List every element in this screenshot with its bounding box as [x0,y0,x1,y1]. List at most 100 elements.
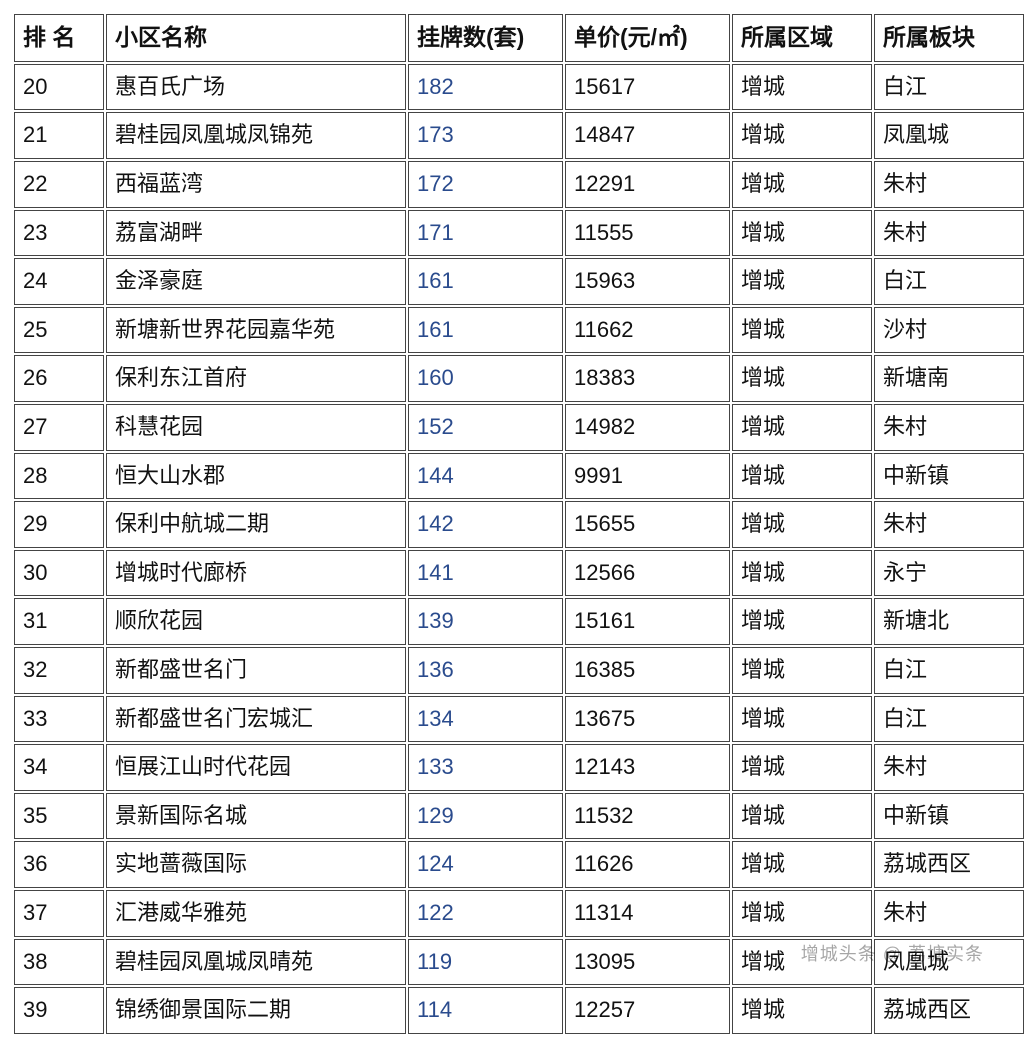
cell-region: 增城 [732,987,872,1034]
cell-listings: 144 [408,453,563,500]
table-row: 24金泽豪庭16115963增城白江 [14,258,1024,305]
cell-price: 15655 [565,501,730,548]
cell-region: 增城 [732,744,872,791]
cell-rank: 31 [14,598,104,645]
cell-block: 朱村 [874,161,1024,208]
cell-rank: 22 [14,161,104,208]
table-row: 27科慧花园15214982增城朱村 [14,404,1024,451]
cell-listings: 142 [408,501,563,548]
cell-rank: 28 [14,453,104,500]
table-row: 31顺欣花园13915161增城新塘北 [14,598,1024,645]
cell-name: 新塘新世界花园嘉华苑 [106,307,406,354]
cell-listings: 134 [408,696,563,743]
cell-price: 13675 [565,696,730,743]
cell-name: 金泽豪庭 [106,258,406,305]
cell-price: 18383 [565,355,730,402]
cell-region: 增城 [732,404,872,451]
cell-block: 新塘北 [874,598,1024,645]
cell-name: 西福蓝湾 [106,161,406,208]
cell-name: 恒大山水郡 [106,453,406,500]
cell-listings: 133 [408,744,563,791]
cell-block: 凤凰城 [874,112,1024,159]
cell-region: 增城 [732,793,872,840]
cell-rank: 27 [14,404,104,451]
cell-block: 荔城西区 [874,841,1024,888]
table-row: 21碧桂园凤凰城凤锦苑17314847增城凤凰城 [14,112,1024,159]
cell-region: 增城 [732,550,872,597]
cell-rank: 24 [14,258,104,305]
table-row: 26保利东江首府16018383增城新塘南 [14,355,1024,402]
cell-price: 13095 [565,939,730,986]
cell-rank: 35 [14,793,104,840]
cell-listings: 114 [408,987,563,1034]
cell-rank: 30 [14,550,104,597]
col-region: 所属区域 [732,14,872,62]
cell-listings: 136 [408,647,563,694]
cell-region: 增城 [732,453,872,500]
cell-name: 增城时代廊桥 [106,550,406,597]
cell-price: 11662 [565,307,730,354]
table-row: 33新都盛世名门宏城汇13413675增城白江 [14,696,1024,743]
watermark-text: 增城头条 @ 荔塘实条 [801,940,984,966]
cell-rank: 33 [14,696,104,743]
col-block: 所属板块 [874,14,1024,62]
cell-name: 碧桂园凤凰城凤晴苑 [106,939,406,986]
cell-price: 15963 [565,258,730,305]
cell-name: 实地蔷薇国际 [106,841,406,888]
cell-rank: 26 [14,355,104,402]
cell-region: 增城 [732,112,872,159]
cell-price: 11314 [565,890,730,937]
cell-name: 荔富湖畔 [106,210,406,257]
cell-name: 景新国际名城 [106,793,406,840]
cell-listings: 119 [408,939,563,986]
cell-block: 新塘南 [874,355,1024,402]
cell-price: 12257 [565,987,730,1034]
cell-price: 11626 [565,841,730,888]
table-row: 20惠百氏广场18215617增城白江 [14,64,1024,111]
cell-rank: 32 [14,647,104,694]
cell-rank: 29 [14,501,104,548]
cell-region: 增城 [732,355,872,402]
cell-block: 永宁 [874,550,1024,597]
cell-price: 9991 [565,453,730,500]
cell-region: 增城 [732,258,872,305]
cell-price: 16385 [565,647,730,694]
cell-listings: 173 [408,112,563,159]
table-row: 28恒大山水郡1449991增城中新镇 [14,453,1024,500]
table-row: 34恒展江山时代花园13312143增城朱村 [14,744,1024,791]
cell-listings: 171 [408,210,563,257]
cell-region: 增城 [732,161,872,208]
cell-block: 中新镇 [874,793,1024,840]
cell-rank: 23 [14,210,104,257]
cell-listings: 129 [408,793,563,840]
cell-listings: 160 [408,355,563,402]
cell-block: 朱村 [874,501,1024,548]
col-price: 单价(元/㎡) [565,14,730,62]
table-row: 32新都盛世名门13616385增城白江 [14,647,1024,694]
cell-price: 15161 [565,598,730,645]
cell-rank: 34 [14,744,104,791]
cell-block: 朱村 [874,744,1024,791]
cell-rank: 36 [14,841,104,888]
cell-listings: 139 [408,598,563,645]
cell-price: 15617 [565,64,730,111]
cell-name: 锦绣御景国际二期 [106,987,406,1034]
cell-block: 白江 [874,647,1024,694]
table-row: 35景新国际名城12911532增城中新镇 [14,793,1024,840]
cell-rank: 39 [14,987,104,1034]
property-ranking-table: 排 名 小区名称 挂牌数(套) 单价(元/㎡) 所属区域 所属板块 20惠百氏广… [12,12,1024,1036]
cell-name: 恒展江山时代花园 [106,744,406,791]
cell-listings: 141 [408,550,563,597]
cell-block: 沙村 [874,307,1024,354]
cell-rank: 37 [14,890,104,937]
table-body: 20惠百氏广场18215617增城白江21碧桂园凤凰城凤锦苑17314847增城… [14,64,1024,1034]
table-row: 36实地蔷薇国际12411626增城荔城西区 [14,841,1024,888]
cell-price: 12143 [565,744,730,791]
col-name: 小区名称 [106,14,406,62]
cell-listings: 152 [408,404,563,451]
cell-block: 朱村 [874,890,1024,937]
cell-price: 14847 [565,112,730,159]
cell-listings: 124 [408,841,563,888]
cell-name: 新都盛世名门宏城汇 [106,696,406,743]
cell-rank: 20 [14,64,104,111]
